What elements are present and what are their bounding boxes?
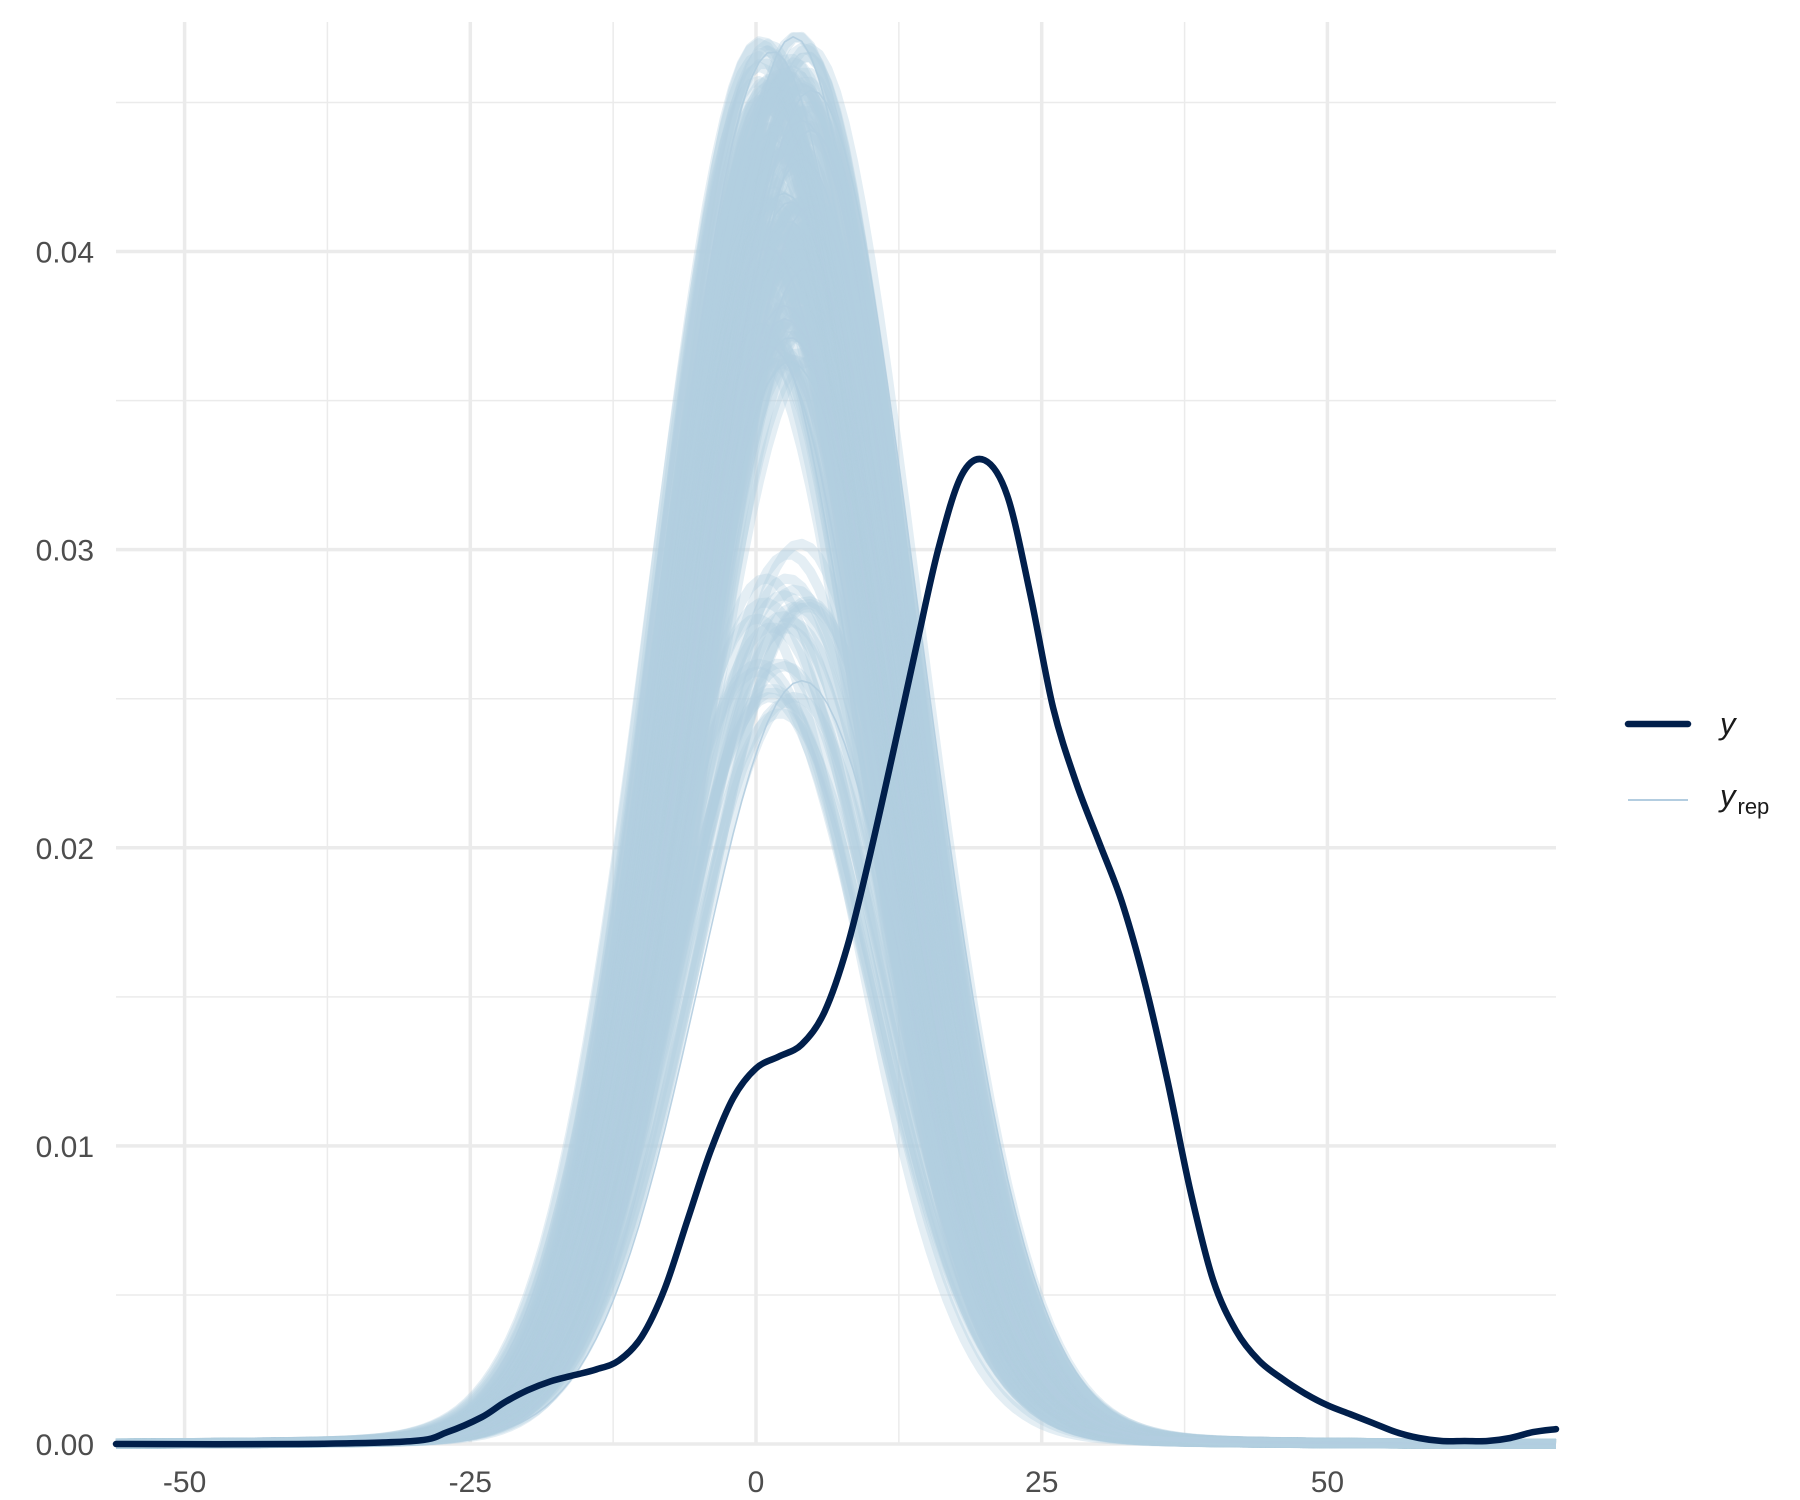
- x-tick-label: -50: [163, 1466, 206, 1499]
- x-tick-label: 25: [1025, 1466, 1058, 1499]
- x-tick-label: 0: [748, 1466, 765, 1499]
- legend: y yrep: [1624, 706, 1769, 819]
- y-tick-label: 0.01: [36, 1131, 94, 1164]
- x-tick-label: -25: [449, 1466, 492, 1499]
- legend-label-y: y: [1718, 706, 1738, 741]
- y-tick-label: 0.04: [36, 237, 94, 270]
- y-tick-label: 0.03: [36, 535, 94, 568]
- y-axis-ticks: 0.00 0.01 0.02 0.03 0.04: [36, 237, 94, 1462]
- yrep-line: [116, 601, 1556, 1449]
- legend-label-yrep: yrep: [1718, 778, 1769, 819]
- grid-minor: [116, 22, 1556, 1444]
- x-axis-ticks: -50 -25 0 25 50: [163, 1466, 1344, 1499]
- y-tick-label: 0.02: [36, 833, 94, 866]
- x-tick-label: 50: [1311, 1466, 1344, 1499]
- y-line: [112, 455, 1560, 1448]
- y-series: [112, 455, 1560, 1448]
- yrep-series: [115, 31, 1557, 1449]
- y-tick-label: 0.00: [36, 1429, 94, 1462]
